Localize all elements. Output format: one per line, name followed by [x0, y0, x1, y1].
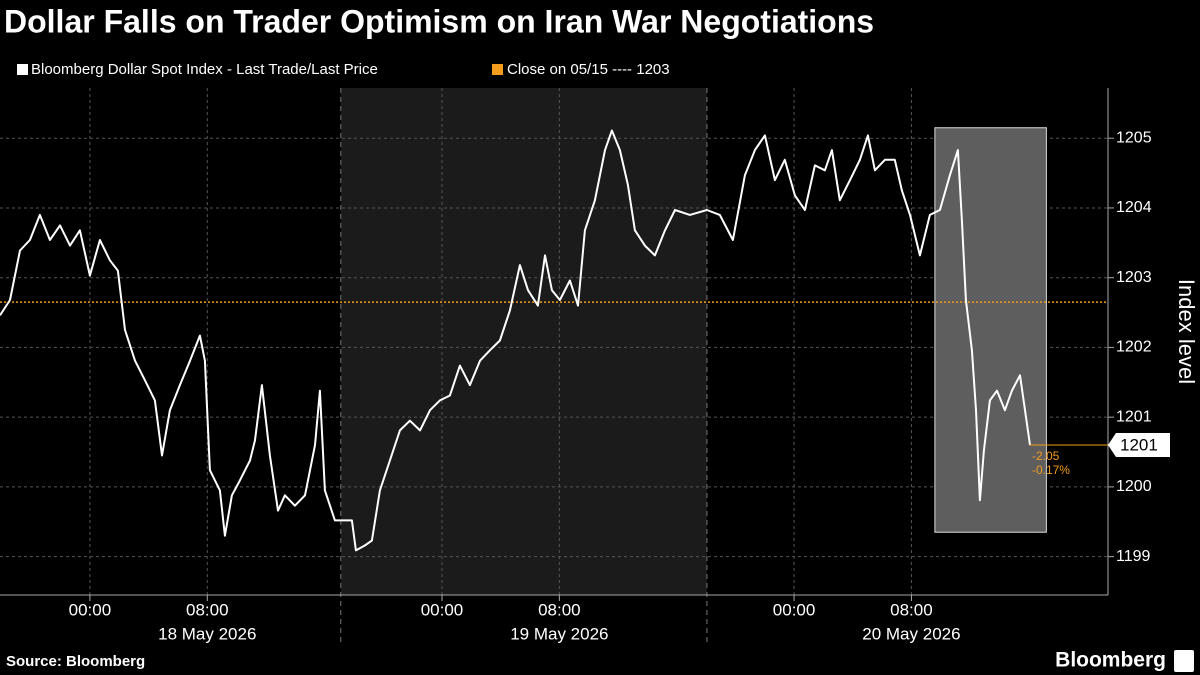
y-tick-label: 1205	[1116, 129, 1152, 146]
day-label: 20 May 2026	[862, 624, 960, 643]
x-tick-label: 00:00	[69, 600, 112, 619]
legend-entry: Close on 05/15 ---- 1203	[507, 61, 670, 78]
day-label: 19 May 2026	[510, 624, 608, 643]
session-shade	[340, 88, 707, 595]
x-tick-label: 00:00	[421, 600, 464, 619]
y-axis-title: Index level	[1174, 279, 1199, 384]
legend-swatch	[17, 64, 28, 75]
day-label: 18 May 2026	[158, 624, 256, 643]
y-tick-label: 1199	[1116, 548, 1151, 565]
chart-title: Dollar Falls on Trader Optimism on Iran …	[4, 3, 874, 39]
legend-swatch	[492, 64, 503, 75]
change-label: -0.17%	[1032, 463, 1070, 477]
last-value-label: 1201	[1120, 436, 1158, 455]
source: Source: Bloomberg	[6, 653, 145, 670]
y-tick-label: 1203	[1116, 269, 1152, 286]
brand-icon	[1174, 650, 1194, 672]
x-tick-label: 08:00	[186, 600, 229, 619]
series-line	[0, 129, 1031, 552]
y-tick-label: 1204	[1116, 199, 1152, 216]
y-tick-label: 1200	[1116, 478, 1152, 495]
highlight-box	[934, 127, 1047, 533]
x-tick-label: 00:00	[773, 600, 816, 619]
y-tick-label: 1202	[1116, 339, 1152, 356]
x-tick-label: 08:00	[538, 600, 581, 619]
legend-entry: Bloomberg Dollar Spot Index - Last Trade…	[31, 61, 378, 78]
brand: Bloomberg	[1055, 649, 1166, 672]
x-tick-label: 08:00	[890, 600, 933, 619]
plot-area	[0, 88, 1108, 645]
change-label: -2.05	[1032, 449, 1060, 463]
y-tick-label: 1201	[1116, 408, 1152, 425]
last-value-box	[1108, 433, 1170, 458]
